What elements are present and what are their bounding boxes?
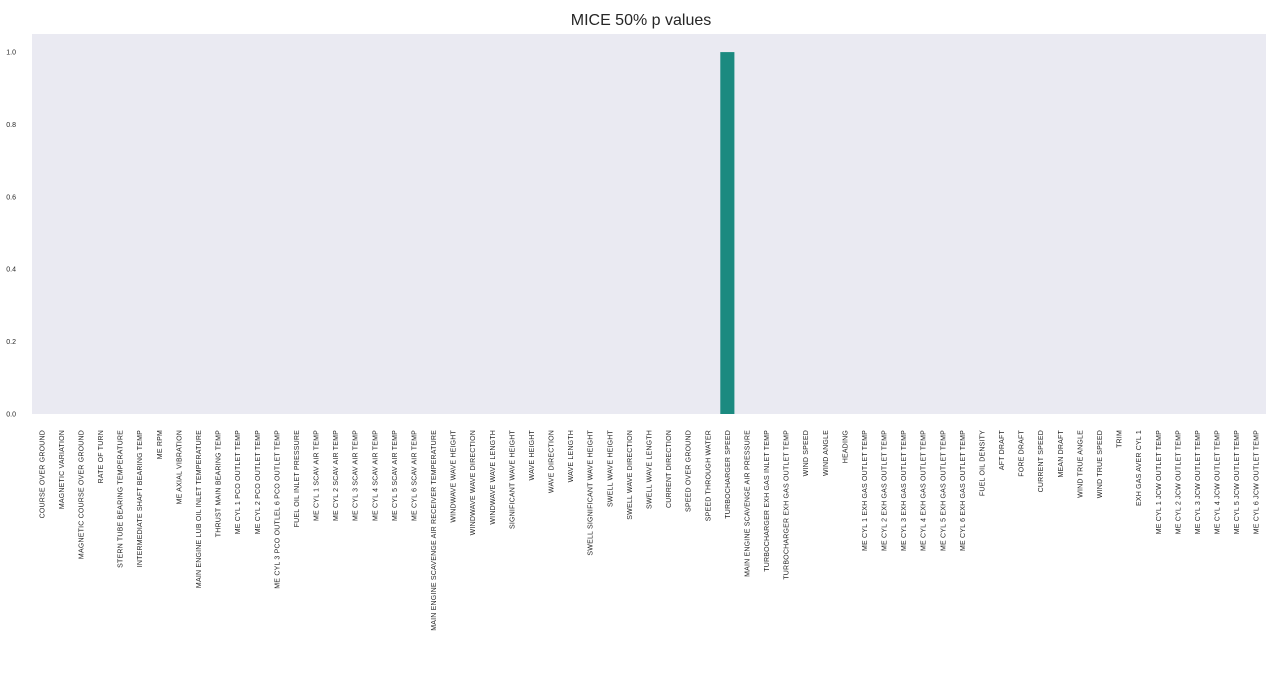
x-tick-label: WIND TRUE SPEED (1097, 430, 1104, 498)
y-tick-label: 0.6 (6, 194, 16, 201)
x-tick-label: MAGNETIC VARIATION (59, 430, 66, 509)
x-tick-label: ME CYL 4 JCW OUTLET TEMP (1215, 430, 1222, 534)
x-tick-label: ME CYL 2 SCAV AIR TEMP (333, 430, 340, 521)
x-tick-label: COURSE OVER GROUND (39, 430, 46, 518)
x-tick-label: ME CYL 3 PCO OUTLEL 6 PCO OUTLET TEMP (274, 430, 281, 589)
x-axis: COURSE OVER GROUND MAGNETIC VARIATION MAGN… (39, 429, 1260, 630)
x-tick-label: ME CYL 5 EXH GAS OUTLET TEMP (940, 430, 947, 551)
x-tick-label: WAVE HEIGHT (529, 429, 536, 480)
x-tick-label: EXH GAS AVER CYL 1 (1136, 430, 1143, 506)
x-tick-label: WINDWAVE WAVE HEIGHT (451, 429, 458, 522)
bar (720, 52, 735, 414)
x-tick-label: MEAN DRAFT (1058, 429, 1065, 477)
x-tick-label: HEADING (842, 430, 849, 463)
y-tick-label: 0.0 (6, 412, 16, 419)
x-tick-label: ME CYL 2 EXH GAS OUTLET TEMP (882, 430, 889, 551)
x-tick-label: ME CYL 4 EXH GAS OUTLET TEMP (921, 430, 928, 551)
x-tick-label: SIGNIFICANT WAVE HEIGHT (509, 429, 516, 529)
x-tick-label: TRIM (1117, 430, 1124, 448)
x-tick-label: TURBOCHARGER EXH GAS INLET TEMP (764, 430, 771, 572)
x-tick-label: ME CYL 4 SCAV AIR TEMP (372, 430, 379, 521)
x-tick-label: CURRENT SPEED (1038, 430, 1045, 492)
x-tick-label: ME CYL 6 SCAV AIR TEMP (411, 430, 418, 521)
x-tick-label: WINDWAVE WAVE DIRECTION (470, 430, 477, 535)
x-tick-label: MAIN ENGINE LUB OIL INLET TEMPERATURE (196, 430, 203, 588)
x-tick-label: WIND SPEED (803, 430, 810, 476)
x-tick-label: ME CYL 2 PCO OUTLET TEMP (255, 430, 262, 534)
x-tick-label: SWELL WAVE LENGTH (647, 430, 654, 509)
x-tick-label: ME CYL 1 JCW OUTLET TEMP (1156, 430, 1163, 534)
x-tick-label: ME RPM (157, 430, 164, 459)
y-tick-label: 1.0 (6, 50, 16, 57)
x-tick-label: FUEL OIL DENSITY (979, 430, 986, 496)
bars-group (720, 52, 735, 414)
x-tick-label: ME CYL 1 PCO OUTLET TEMP (235, 430, 242, 534)
y-tick-label: 0.4 (6, 267, 16, 274)
x-tick-label: TURBOCHARGER EXH GAS OUTLET TEMP (784, 430, 791, 580)
x-tick-label: ME CYL 3 SCAV AIR TEMP (353, 430, 360, 521)
plot-area (32, 34, 1266, 414)
x-tick-label: SPEED THROUGH WATER (705, 430, 712, 521)
y-tick-label: 0.2 (6, 339, 16, 346)
x-tick-label: TURBOCHARGER SPEED (725, 430, 732, 519)
x-tick-label: STERN TUBE BEARING TEMPERATURE (118, 430, 125, 568)
x-tick-label: ME CYL 6 EXH GAS OUTLET TEMP (960, 430, 967, 551)
x-tick-label: SWELL SIGNIFICANT WAVE HEIGHT (588, 429, 595, 555)
x-tick-label: AFT DRAFT (999, 429, 1006, 470)
x-tick-label: WINDWAVE WAVE LENGTH (490, 430, 497, 525)
x-tick-label: WAVE LENGTH (568, 430, 575, 482)
x-tick-label: ME CYL 5 JCW OUTLET TEMP (1234, 430, 1241, 534)
y-axis: 0.0 0.2 0.4 0.6 0.8 1.0 (6, 50, 16, 419)
chart-title: MICE 50% p values (571, 12, 712, 29)
x-tick-label: MAGNETIC COURSE OVER GROUND (78, 430, 85, 559)
x-tick-label: CURRENT DIRECTION (666, 430, 673, 508)
x-tick-label: FUEL OIL INLET PRESSURE (294, 430, 301, 527)
x-tick-label: ME CYL 2 JCW OUTLET TEMP (1175, 430, 1182, 534)
x-tick-label: ME CYL 1 SCAV AIR TEMP (314, 430, 321, 521)
x-tick-label: SWELL WAVE DIRECTION (627, 430, 634, 520)
x-tick-label: MAIN ENGINE SCAVENGE AIR PRESSURE (744, 430, 751, 577)
x-tick-label: ME CYL 3 JCW OUTLET TEMP (1195, 430, 1202, 534)
y-tick-label: 0.8 (6, 122, 16, 129)
x-tick-label: WAVE DIRECTION (549, 430, 556, 493)
x-tick-label: INTERMEDIATE SHAFT BEARING TEMP (137, 430, 144, 567)
x-tick-label: THRUST MAIN BEARING TEMP (216, 430, 223, 537)
x-tick-label: ME CYL 5 SCAV AIR TEMP (392, 430, 399, 521)
x-tick-label: RATE OF TURN (98, 430, 105, 483)
x-tick-label: ME CYL 3 EXH GAS OUTLET TEMP (901, 430, 908, 551)
x-tick-label: ME CYL 1 EXH GAS OUTLET TEMP (862, 430, 869, 551)
x-tick-label: MAIN ENGINE SCAVENGE AIR RECEIVER TEMPER… (431, 430, 438, 631)
x-tick-label: WIND TRUE ANGLE (1077, 430, 1084, 498)
x-tick-label: FORE DRAFT (1019, 429, 1026, 476)
x-tick-label: SWELL WAVE HEIGHT (607, 429, 614, 507)
x-tick-label: WIND ANGLE (823, 430, 830, 476)
x-tick-label: SPEED OVER GROUND (686, 430, 693, 512)
x-tick-label: ME CYL 6 JCW OUTLET TEMP (1254, 430, 1261, 534)
x-tick-label: ME AXIAL VIBRATION (176, 430, 183, 504)
